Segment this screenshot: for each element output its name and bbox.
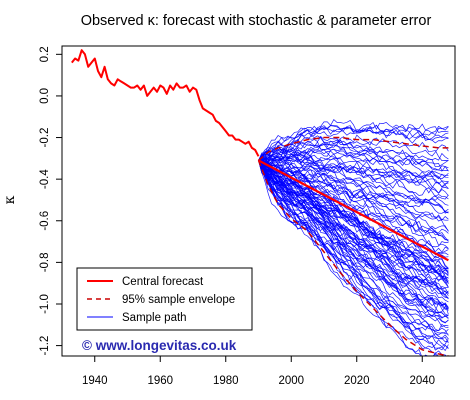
legend-label-envelope: 95% sample envelope	[122, 294, 235, 306]
plot-frame	[61, 45, 456, 357]
y-tick-label: -0.4	[39, 169, 51, 189]
sample-path-line	[258, 148, 449, 177]
sample-path-line	[258, 160, 449, 270]
sample-path-line	[258, 160, 449, 303]
y-tick-label: 0.2	[39, 46, 51, 62]
sample-path-line	[258, 160, 449, 275]
sample-path-line	[258, 158, 449, 214]
observed-line	[71, 49, 260, 157]
central-forecast-line	[257, 159, 449, 262]
y-axis-label: κ	[2, 195, 18, 204]
y-tick-label: -1.2	[39, 336, 51, 356]
sample-path-line	[258, 147, 449, 186]
observed-series	[71, 49, 260, 157]
sample-path-line	[258, 157, 449, 222]
x-axis: 1940 1960 1980 2000 2020 2040	[82, 356, 435, 387]
sample-path-line	[258, 160, 449, 288]
sample-path-line	[258, 160, 449, 341]
sample-path-line	[258, 140, 449, 172]
sample-path-line	[258, 160, 449, 320]
y-tick-label: -0.8	[39, 252, 51, 272]
sample-path-line	[258, 160, 449, 221]
sample-path-line	[258, 160, 449, 284]
chart-title: Observed κ: forecast with stochastic & p…	[81, 13, 432, 29]
sample-path-line	[258, 152, 449, 188]
sample-path-line	[258, 158, 449, 213]
sample-path-line	[258, 160, 449, 315]
y-tick-label: -1.0	[39, 294, 51, 314]
sample-path-line	[258, 160, 449, 318]
x-tick-label: 2040	[409, 375, 435, 387]
sample-path-line	[258, 160, 449, 328]
sample-path-line	[258, 160, 449, 332]
sample-paths	[258, 119, 449, 356]
legend-label-paths: Sample path	[122, 312, 187, 324]
legend-label-central: Central forecast	[122, 276, 204, 288]
sample-path-line	[258, 160, 438, 356]
sample-path-line	[258, 160, 449, 343]
central-forecast-series	[257, 159, 449, 262]
sample-path-line	[258, 160, 449, 336]
sample-path-line	[258, 157, 449, 241]
envelope-upper-line	[258, 136, 449, 161]
x-tick-label: 1940	[82, 375, 108, 387]
sample-path-line	[258, 138, 449, 168]
y-tick-label: -0.2	[39, 128, 51, 148]
sample-path-line	[258, 119, 449, 165]
sample-path-line	[258, 153, 449, 201]
sample-path-line	[258, 160, 449, 311]
watermark-text: © www.longevitas.co.uk	[82, 338, 237, 353]
x-tick-label: 2000	[278, 375, 304, 387]
sample-path-line	[258, 160, 449, 323]
sample-path-line	[258, 121, 449, 161]
envelope-lines	[257, 136, 449, 356]
sample-path-line	[258, 160, 449, 351]
sample-path-line	[258, 160, 449, 316]
sample-path-line	[258, 160, 449, 296]
sample-path-line	[258, 142, 449, 180]
x-tick-label: 1980	[213, 375, 239, 387]
y-tick-label: -0.6	[39, 211, 51, 231]
sample-path-line	[258, 149, 449, 194]
sample-path-line	[258, 121, 449, 161]
sample-path-line	[258, 159, 449, 280]
legend: Central forecast 95% sample envelope Sam…	[76, 267, 253, 331]
sample-path-line	[258, 156, 449, 269]
x-tick-label: 1960	[147, 375, 173, 387]
sample-path-line	[258, 155, 449, 200]
y-axis: 0.2 0.0 -0.2 -0.4 -0.6 -0.8 -1.0 -1.2	[39, 46, 62, 356]
y-tick-label: 0.0	[39, 88, 51, 104]
sample-path-line	[258, 160, 449, 256]
sample-path-line	[258, 160, 447, 356]
x-tick-label: 2020	[344, 375, 370, 387]
sample-path-line	[258, 160, 449, 300]
envelope-lower-line	[257, 160, 449, 356]
sample-path-line	[258, 160, 449, 344]
sample-path-line	[258, 160, 449, 317]
